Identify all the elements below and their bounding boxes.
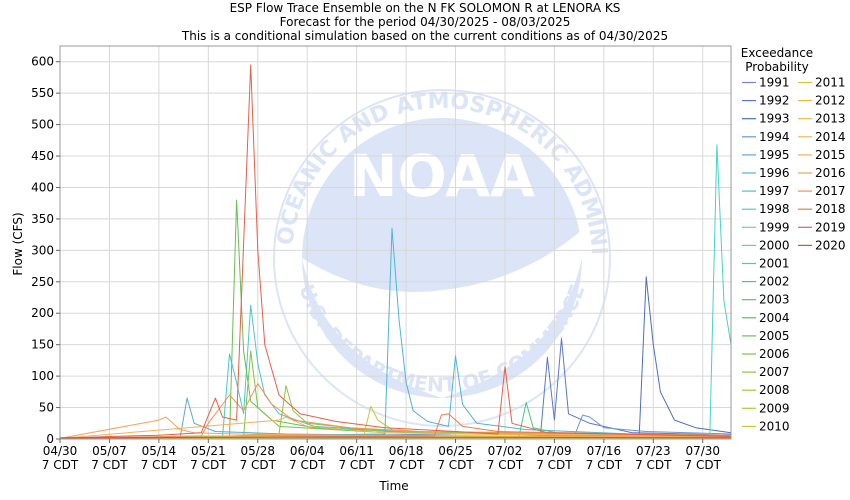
y-tick-label: 200 bbox=[31, 306, 54, 320]
legend-label-1998: 1998 bbox=[759, 202, 790, 216]
x-tick-sublabel: 7 CDT bbox=[685, 458, 722, 472]
legend-label-2010: 2010 bbox=[759, 419, 790, 433]
series-layer bbox=[59, 64, 732, 439]
watermark-noaa: NOAA bbox=[349, 142, 535, 210]
legend-label-2016: 2016 bbox=[815, 166, 846, 180]
legend-label-2011: 2011 bbox=[815, 76, 846, 90]
legend: Exceedance Probability 1991 1992 1993 1994 1… bbox=[741, 46, 846, 433]
series-line-2015 bbox=[59, 416, 732, 439]
x-tick-label: 05/07 bbox=[92, 444, 127, 458]
y-tick-label: 100 bbox=[31, 369, 54, 383]
x-tick-label: 07/16 bbox=[587, 444, 622, 458]
y-tick-label: 600 bbox=[31, 55, 54, 69]
legend-label-2014: 2014 bbox=[815, 130, 846, 144]
x-tick-sublabel: 7 CDT bbox=[487, 458, 524, 472]
series-line-2017 bbox=[59, 383, 732, 439]
legend-label-2004: 2004 bbox=[759, 311, 790, 325]
chart-subtitle-conditions: This is a conditional simulation based o… bbox=[181, 29, 668, 43]
legend-label-2018: 2018 bbox=[815, 202, 846, 216]
x-tick-label: 04/30 bbox=[43, 444, 78, 458]
y-tick-label: 150 bbox=[31, 338, 54, 352]
x-axis-label: Time bbox=[378, 479, 408, 493]
legend-label-2002: 2002 bbox=[759, 275, 790, 289]
legend-label-2012: 2012 bbox=[815, 94, 846, 108]
legend-label-2020: 2020 bbox=[815, 238, 846, 252]
legend-label-1991: 1991 bbox=[759, 76, 790, 90]
x-tick-sublabel: 7 CDT bbox=[437, 458, 474, 472]
x-tick-sublabel: 7 CDT bbox=[338, 458, 375, 472]
chart-title: ESP Flow Trace Ensemble on the N FK SOLO… bbox=[230, 1, 621, 15]
noaa-watermark: NOAA NATIONAL OCEANIC AND ATMOSPHERIC AD… bbox=[0, 0, 611, 427]
series-line-1997 bbox=[59, 304, 732, 439]
x-tick-label: 07/23 bbox=[636, 444, 671, 458]
legend-label-2015: 2015 bbox=[815, 148, 846, 162]
x-tick-label: 05/14 bbox=[142, 444, 177, 458]
legend-label-2007: 2007 bbox=[759, 365, 790, 379]
series-line-2020 bbox=[60, 436, 732, 439]
x-tick-label: 06/11 bbox=[339, 444, 374, 458]
x-tick-label: 07/02 bbox=[488, 444, 523, 458]
legend-label-2005: 2005 bbox=[759, 329, 790, 343]
series-line-2019 bbox=[59, 64, 732, 439]
x-tick-sublabel: 7 CDT bbox=[190, 458, 227, 472]
legend-label-2000: 2000 bbox=[759, 238, 790, 252]
x-tick-sublabel: 7 CDT bbox=[586, 458, 623, 472]
y-tick-label: 0 bbox=[46, 432, 54, 446]
legend-label-2001: 2001 bbox=[759, 257, 790, 271]
axes-layer: 0 50 100 150 200 250 300 350 400 450 500 550 600 04/3… bbox=[31, 45, 732, 472]
series-line-1993 bbox=[59, 276, 732, 439]
x-tick-sublabel: 7 CDT bbox=[42, 458, 79, 472]
series-line-2016 bbox=[59, 416, 732, 439]
x-tick-sublabel: 7 CDT bbox=[91, 458, 128, 472]
x-tick-label: 05/28 bbox=[240, 444, 275, 458]
x-tick-label: 05/21 bbox=[191, 444, 226, 458]
legend-label-2009: 2009 bbox=[759, 401, 790, 415]
legend-label-1999: 1999 bbox=[759, 220, 790, 234]
legend-label-1996: 1996 bbox=[759, 166, 790, 180]
y-tick-label: 250 bbox=[31, 275, 54, 289]
legend-label-2017: 2017 bbox=[815, 184, 846, 198]
y-tick-label: 550 bbox=[31, 86, 54, 100]
legend-label-1994: 1994 bbox=[759, 130, 790, 144]
x-tick-label: 07/09 bbox=[537, 444, 572, 458]
legend-title-line1: Exceedance bbox=[741, 46, 813, 60]
legend-label-2013: 2013 bbox=[815, 112, 846, 126]
legend-label-2008: 2008 bbox=[759, 383, 790, 397]
x-tick-sublabel: 7 CDT bbox=[141, 458, 178, 472]
legend-label-1997: 1997 bbox=[759, 184, 790, 198]
x-tick-sublabel: 7 CDT bbox=[289, 458, 326, 472]
x-tick-sublabel: 7 CDT bbox=[240, 458, 277, 472]
x-tick-sublabel: 7 CDT bbox=[536, 458, 573, 472]
legend-label-1992: 1992 bbox=[759, 94, 790, 108]
y-tick-label: 450 bbox=[31, 149, 54, 163]
x-tick-sublabel: 7 CDT bbox=[635, 458, 672, 472]
chart-subtitle-period: Forecast for the period 04/30/2025 - 08/… bbox=[280, 15, 571, 29]
legend-label-1993: 1993 bbox=[759, 112, 790, 126]
x-tick-label: 06/04 bbox=[290, 444, 325, 458]
legend-label-2019: 2019 bbox=[815, 220, 846, 234]
y-tick-label: 400 bbox=[31, 180, 54, 194]
y-tick-label: 300 bbox=[31, 243, 54, 257]
y-axis-label: Flow (CFS) bbox=[11, 212, 25, 275]
legend-title-line2: Probability bbox=[745, 60, 808, 74]
x-tick-sublabel: 7 CDT bbox=[388, 458, 425, 472]
plot-frame bbox=[59, 45, 732, 440]
x-tick-label: 06/18 bbox=[389, 444, 424, 458]
legend-label-2006: 2006 bbox=[759, 347, 790, 361]
y-tick-label: 500 bbox=[31, 118, 54, 132]
x-tick-label: 07/30 bbox=[685, 444, 720, 458]
legend-label-1995: 1995 bbox=[759, 148, 790, 162]
x-tick-label: 06/25 bbox=[438, 444, 473, 458]
y-tick-label: 350 bbox=[31, 212, 54, 226]
y-tick-label: 50 bbox=[39, 401, 54, 415]
legend-label-2003: 2003 bbox=[759, 293, 790, 307]
